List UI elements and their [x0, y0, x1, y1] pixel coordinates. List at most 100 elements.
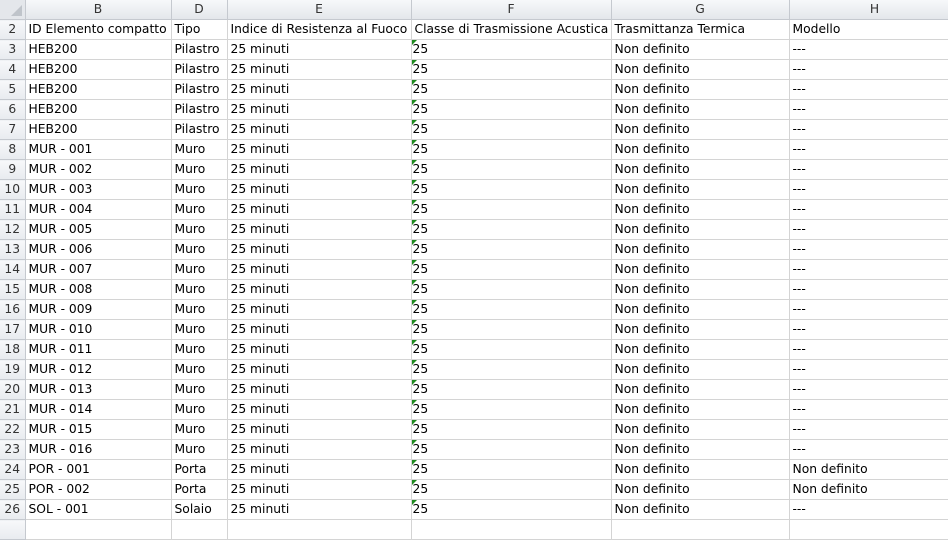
cell-H[interactable]: ---	[789, 219, 948, 240]
cell-B[interactable]	[25, 519, 172, 540]
cell-G[interactable]: Non definito	[611, 299, 790, 320]
row-header[interactable]: 20	[0, 379, 26, 400]
cell-F[interactable]: 25	[411, 99, 612, 120]
cell-G[interactable]	[611, 519, 790, 540]
error-indicator-icon[interactable]	[411, 300, 417, 305]
cell-B[interactable]: MUR - 016	[25, 439, 172, 460]
cell-D[interactable]: Muro	[171, 439, 228, 460]
error-indicator-icon[interactable]	[411, 360, 417, 365]
cell-E[interactable]: 25 minuti	[227, 159, 412, 180]
cell-D[interactable]: Muro	[171, 419, 228, 440]
cell-G[interactable]: Non definito	[611, 179, 790, 200]
error-indicator-icon[interactable]	[411, 260, 417, 265]
cell-G[interactable]: Non definito	[611, 359, 790, 380]
cell-G[interactable]: Trasmittanza Termica	[611, 19, 790, 40]
cell-E[interactable]: 25 minuti	[227, 419, 412, 440]
cell-E[interactable]: 25 minuti	[227, 319, 412, 340]
cell-G[interactable]: Non definito	[611, 139, 790, 160]
cell-H[interactable]: ---	[789, 179, 948, 200]
cell-H[interactable]: ---	[789, 299, 948, 320]
cell-E[interactable]: 25 minuti	[227, 199, 412, 220]
column-header-D[interactable]: D	[171, 0, 228, 20]
cell-E[interactable]: 25 minuti	[227, 139, 412, 160]
error-indicator-icon[interactable]	[411, 140, 417, 145]
cell-B[interactable]: MUR - 010	[25, 319, 172, 340]
error-indicator-icon[interactable]	[411, 120, 417, 125]
cell-B[interactable]: SOL - 001	[25, 499, 172, 520]
row-header[interactable]: 17	[0, 319, 26, 340]
error-indicator-icon[interactable]	[411, 460, 417, 465]
cell-B[interactable]: MUR - 009	[25, 299, 172, 320]
cell-G[interactable]: Non definito	[611, 219, 790, 240]
cell-F[interactable]: 25	[411, 39, 612, 60]
cell-F[interactable]: 25	[411, 319, 612, 340]
cell-H[interactable]: ---	[789, 499, 948, 520]
row-header[interactable]: 22	[0, 419, 26, 440]
cell-G[interactable]: Non definito	[611, 99, 790, 120]
cell-F[interactable]: 25	[411, 439, 612, 460]
cell-B[interactable]: MUR - 008	[25, 279, 172, 300]
cell-H[interactable]: Modello	[789, 19, 948, 40]
cell-F[interactable]: 25	[411, 199, 612, 220]
cell-G[interactable]: Non definito	[611, 459, 790, 480]
cell-F[interactable]: 25	[411, 459, 612, 480]
cell-H[interactable]: ---	[789, 159, 948, 180]
error-indicator-icon[interactable]	[411, 440, 417, 445]
error-indicator-icon[interactable]	[411, 200, 417, 205]
error-indicator-icon[interactable]	[411, 220, 417, 225]
cell-B[interactable]: MUR - 012	[25, 359, 172, 380]
cell-E[interactable]: 25 minuti	[227, 39, 412, 60]
cell-B[interactable]: MUR - 013	[25, 379, 172, 400]
cell-D[interactable]: Muro	[171, 199, 228, 220]
cell-F[interactable]: 25	[411, 339, 612, 360]
cell-G[interactable]: Non definito	[611, 39, 790, 60]
cell-F[interactable]: 25	[411, 219, 612, 240]
cell-G[interactable]: Non definito	[611, 59, 790, 80]
cell-D[interactable]: Muro	[171, 219, 228, 240]
cell-G[interactable]: Non definito	[611, 199, 790, 220]
cell-E[interactable]: 25 minuti	[227, 439, 412, 460]
cell-G[interactable]: Non definito	[611, 439, 790, 460]
cell-D[interactable]: Muro	[171, 379, 228, 400]
column-header-F[interactable]: F	[411, 0, 612, 20]
row-header[interactable]: 26	[0, 499, 26, 520]
cell-F[interactable]: 25	[411, 139, 612, 160]
cell-F[interactable]: 25	[411, 299, 612, 320]
row-header[interactable]: 24	[0, 459, 26, 480]
cell-E[interactable]: 25 minuti	[227, 99, 412, 120]
row-header[interactable]: 10	[0, 179, 26, 200]
cell-D[interactable]: Porta	[171, 479, 228, 500]
cell-E[interactable]: Indice di Resistenza al Fuoco	[227, 19, 412, 40]
cell-F[interactable]: 25	[411, 379, 612, 400]
cell-D[interactable]: Muro	[171, 179, 228, 200]
cell-F[interactable]: 25	[411, 259, 612, 280]
error-indicator-icon[interactable]	[411, 400, 417, 405]
row-header[interactable]: 18	[0, 339, 26, 360]
cell-B[interactable]: HEB200	[25, 79, 172, 100]
row-header[interactable]: 7	[0, 119, 26, 140]
cell-H[interactable]: ---	[789, 239, 948, 260]
row-header[interactable]: 2	[0, 19, 26, 40]
cell-H[interactable]: ---	[789, 259, 948, 280]
error-indicator-icon[interactable]	[411, 420, 417, 425]
cell-B[interactable]: ID Elemento compatto	[25, 19, 172, 40]
row-header[interactable]	[0, 519, 26, 540]
row-header[interactable]: 11	[0, 199, 26, 220]
cell-E[interactable]: 25 minuti	[227, 119, 412, 140]
cell-G[interactable]: Non definito	[611, 79, 790, 100]
cell-G[interactable]: Non definito	[611, 399, 790, 420]
cell-F[interactable]: 25	[411, 499, 612, 520]
cell-E[interactable]: 25 minuti	[227, 79, 412, 100]
cell-G[interactable]: Non definito	[611, 419, 790, 440]
row-header[interactable]: 21	[0, 399, 26, 420]
row-header[interactable]: 19	[0, 359, 26, 380]
cell-F[interactable]: 25	[411, 119, 612, 140]
cell-F[interactable]: 25	[411, 179, 612, 200]
error-indicator-icon[interactable]	[411, 40, 417, 45]
cell-H[interactable]: ---	[789, 319, 948, 340]
row-header[interactable]: 4	[0, 59, 26, 80]
error-indicator-icon[interactable]	[411, 500, 417, 505]
cell-B[interactable]: HEB200	[25, 119, 172, 140]
row-header[interactable]: 9	[0, 159, 26, 180]
cell-G[interactable]: Non definito	[611, 259, 790, 280]
